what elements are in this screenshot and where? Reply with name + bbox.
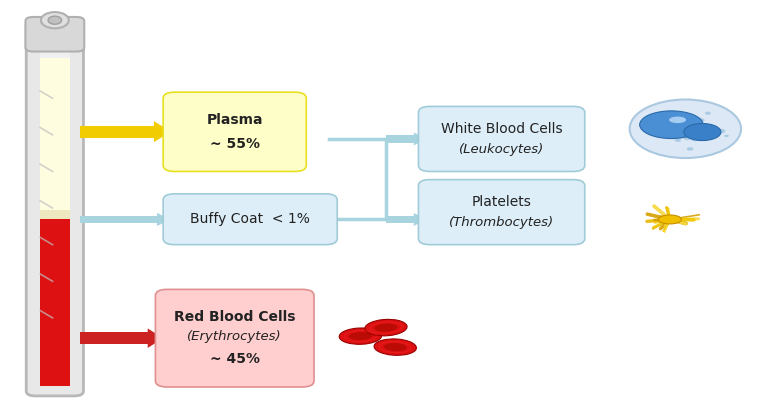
Polygon shape (154, 121, 171, 142)
Circle shape (675, 139, 681, 142)
Bar (81, 333, 148, 344)
Text: (Thrombocytes): (Thrombocytes) (449, 216, 554, 229)
Text: ~ 55%: ~ 55% (210, 137, 260, 151)
Circle shape (705, 112, 711, 115)
Ellipse shape (374, 339, 416, 355)
Text: Platelets: Platelets (472, 195, 532, 209)
Polygon shape (157, 213, 171, 226)
Circle shape (691, 137, 699, 141)
FancyBboxPatch shape (164, 92, 306, 171)
Text: (Erythrocytes): (Erythrocytes) (188, 330, 282, 343)
Text: Plasma: Plasma (206, 113, 263, 126)
Circle shape (668, 111, 675, 114)
Bar (40, 210, 70, 219)
Ellipse shape (41, 12, 69, 28)
Circle shape (684, 136, 691, 140)
Bar (40, 216, 70, 386)
FancyBboxPatch shape (418, 180, 585, 245)
Circle shape (666, 128, 676, 133)
Circle shape (649, 129, 656, 133)
Ellipse shape (384, 343, 407, 351)
Circle shape (654, 122, 663, 127)
FancyBboxPatch shape (156, 289, 314, 387)
Bar (386, 216, 414, 223)
FancyBboxPatch shape (164, 194, 337, 245)
Text: ~ 45%: ~ 45% (210, 353, 260, 366)
FancyBboxPatch shape (26, 17, 84, 51)
Ellipse shape (349, 332, 372, 340)
Ellipse shape (339, 328, 381, 344)
Bar (40, 58, 70, 210)
Circle shape (724, 135, 728, 137)
Circle shape (701, 126, 707, 129)
Bar (386, 135, 414, 143)
Text: White Blood Cells: White Blood Cells (441, 122, 563, 136)
Ellipse shape (48, 16, 62, 24)
Ellipse shape (365, 319, 407, 336)
Polygon shape (414, 133, 426, 145)
Ellipse shape (684, 124, 721, 141)
Circle shape (716, 129, 725, 133)
Bar (81, 216, 157, 223)
Bar (81, 126, 154, 138)
Circle shape (698, 118, 704, 122)
Ellipse shape (639, 111, 703, 139)
Text: Red Blood Cells: Red Blood Cells (174, 310, 295, 324)
Ellipse shape (374, 324, 398, 332)
Circle shape (687, 147, 694, 151)
Circle shape (693, 131, 702, 135)
Ellipse shape (669, 117, 686, 123)
FancyBboxPatch shape (26, 20, 84, 396)
FancyBboxPatch shape (418, 106, 585, 171)
Polygon shape (148, 328, 164, 348)
Ellipse shape (658, 215, 681, 224)
Text: Buffy Coat  < 1%: Buffy Coat < 1% (190, 212, 310, 226)
Polygon shape (414, 213, 426, 226)
Text: (Leukocytes): (Leukocytes) (459, 143, 544, 155)
Circle shape (629, 100, 741, 158)
Bar (40, 31, 70, 58)
